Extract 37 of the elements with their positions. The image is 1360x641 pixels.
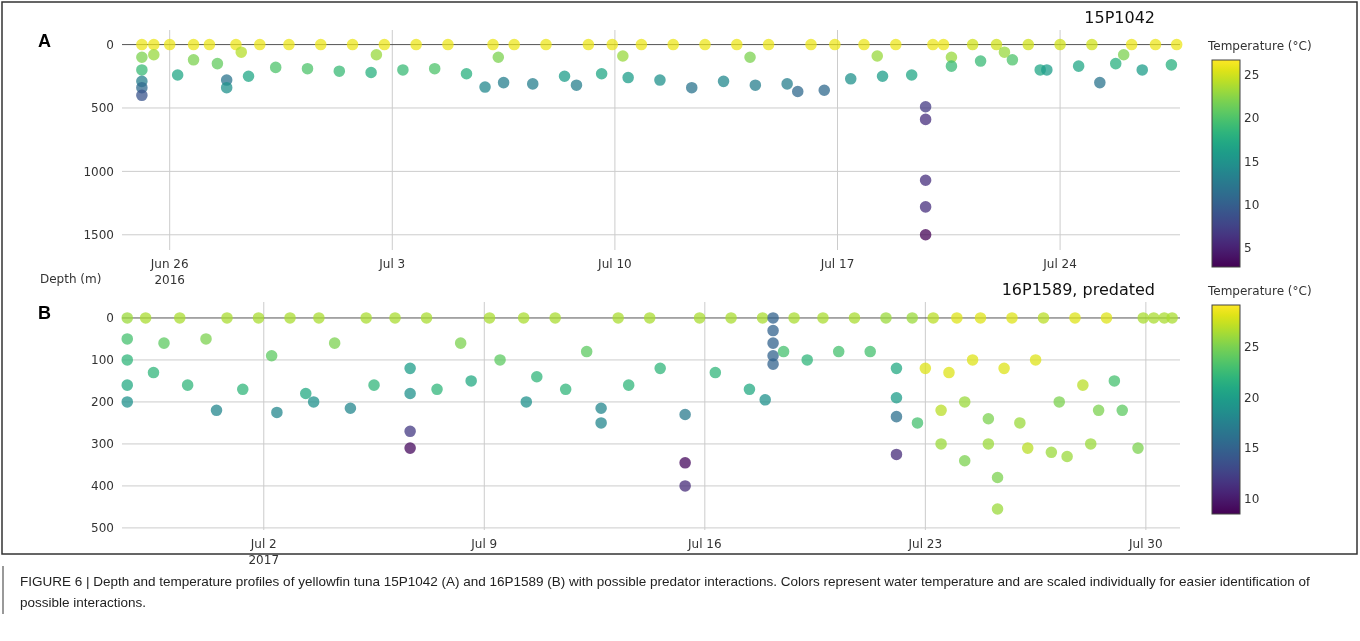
color-bar-title: Temperature (°C) (1207, 39, 1312, 53)
y-tick-label: 1000 (83, 164, 114, 179)
y-tick-label: 500 (91, 521, 114, 536)
y-tick-label: 100 (91, 353, 114, 368)
text: 15P1042 (1084, 8, 1155, 27)
color-bar-label: 5 (1244, 241, 1252, 256)
x-tick-label: Jul 16 (687, 537, 722, 551)
x-tick-label: Jul 24 (1042, 257, 1077, 271)
color-bar-label: 20 (1244, 390, 1260, 405)
y-tick-label: 400 (91, 479, 114, 494)
color-bar-label: 15 (1244, 441, 1260, 456)
color-bar-label: 20 (1244, 111, 1260, 126)
color-bar-label: 25 (1244, 67, 1260, 82)
y-tick-label: 1500 (83, 227, 114, 242)
y-axis-title: Depth (m) (40, 272, 102, 286)
x-tick-label: Jul 30 (1128, 537, 1163, 551)
x-tick-label: Jul 23 (907, 537, 943, 551)
x-tick-label: Jun 26 2016 (149, 257, 189, 287)
x-tick-label: Jul 9 (470, 537, 498, 551)
y-tick-label: 0 (106, 37, 114, 52)
chart-title: A (38, 31, 51, 51)
y-tick-label: 500 (91, 101, 114, 116)
y-tick-label: 0 (106, 311, 114, 326)
color-bar-title: Temperature (°C) (1207, 284, 1312, 298)
x-tick-label: Jul 3 (378, 257, 406, 271)
x-tick-label: Jul 2 2017 (248, 537, 280, 567)
color-bar-label: 25 (1244, 339, 1260, 354)
chart-title: B (38, 303, 51, 323)
y-tick-label: 300 (91, 437, 114, 452)
text: 16P1589, predated (1001, 280, 1155, 299)
x-tick-label: Jul 17 (819, 257, 855, 271)
y-tick-label: 200 (91, 395, 114, 410)
x-tick-label: Jul 10 (597, 257, 632, 271)
color-bar-label: 15 (1244, 154, 1260, 169)
color-bar-label: 10 (1244, 197, 1260, 212)
caption: FIGURE 6 | Depth and temperature profiles of yellowfin tuna 15P1042 (A) and 16P1589 (B) with possible predator interactions. Colors represent water temperature and are scaled individually for easier identification of possible interactions. (20, 574, 1310, 610)
color-bar-label: 10 (1244, 491, 1260, 506)
